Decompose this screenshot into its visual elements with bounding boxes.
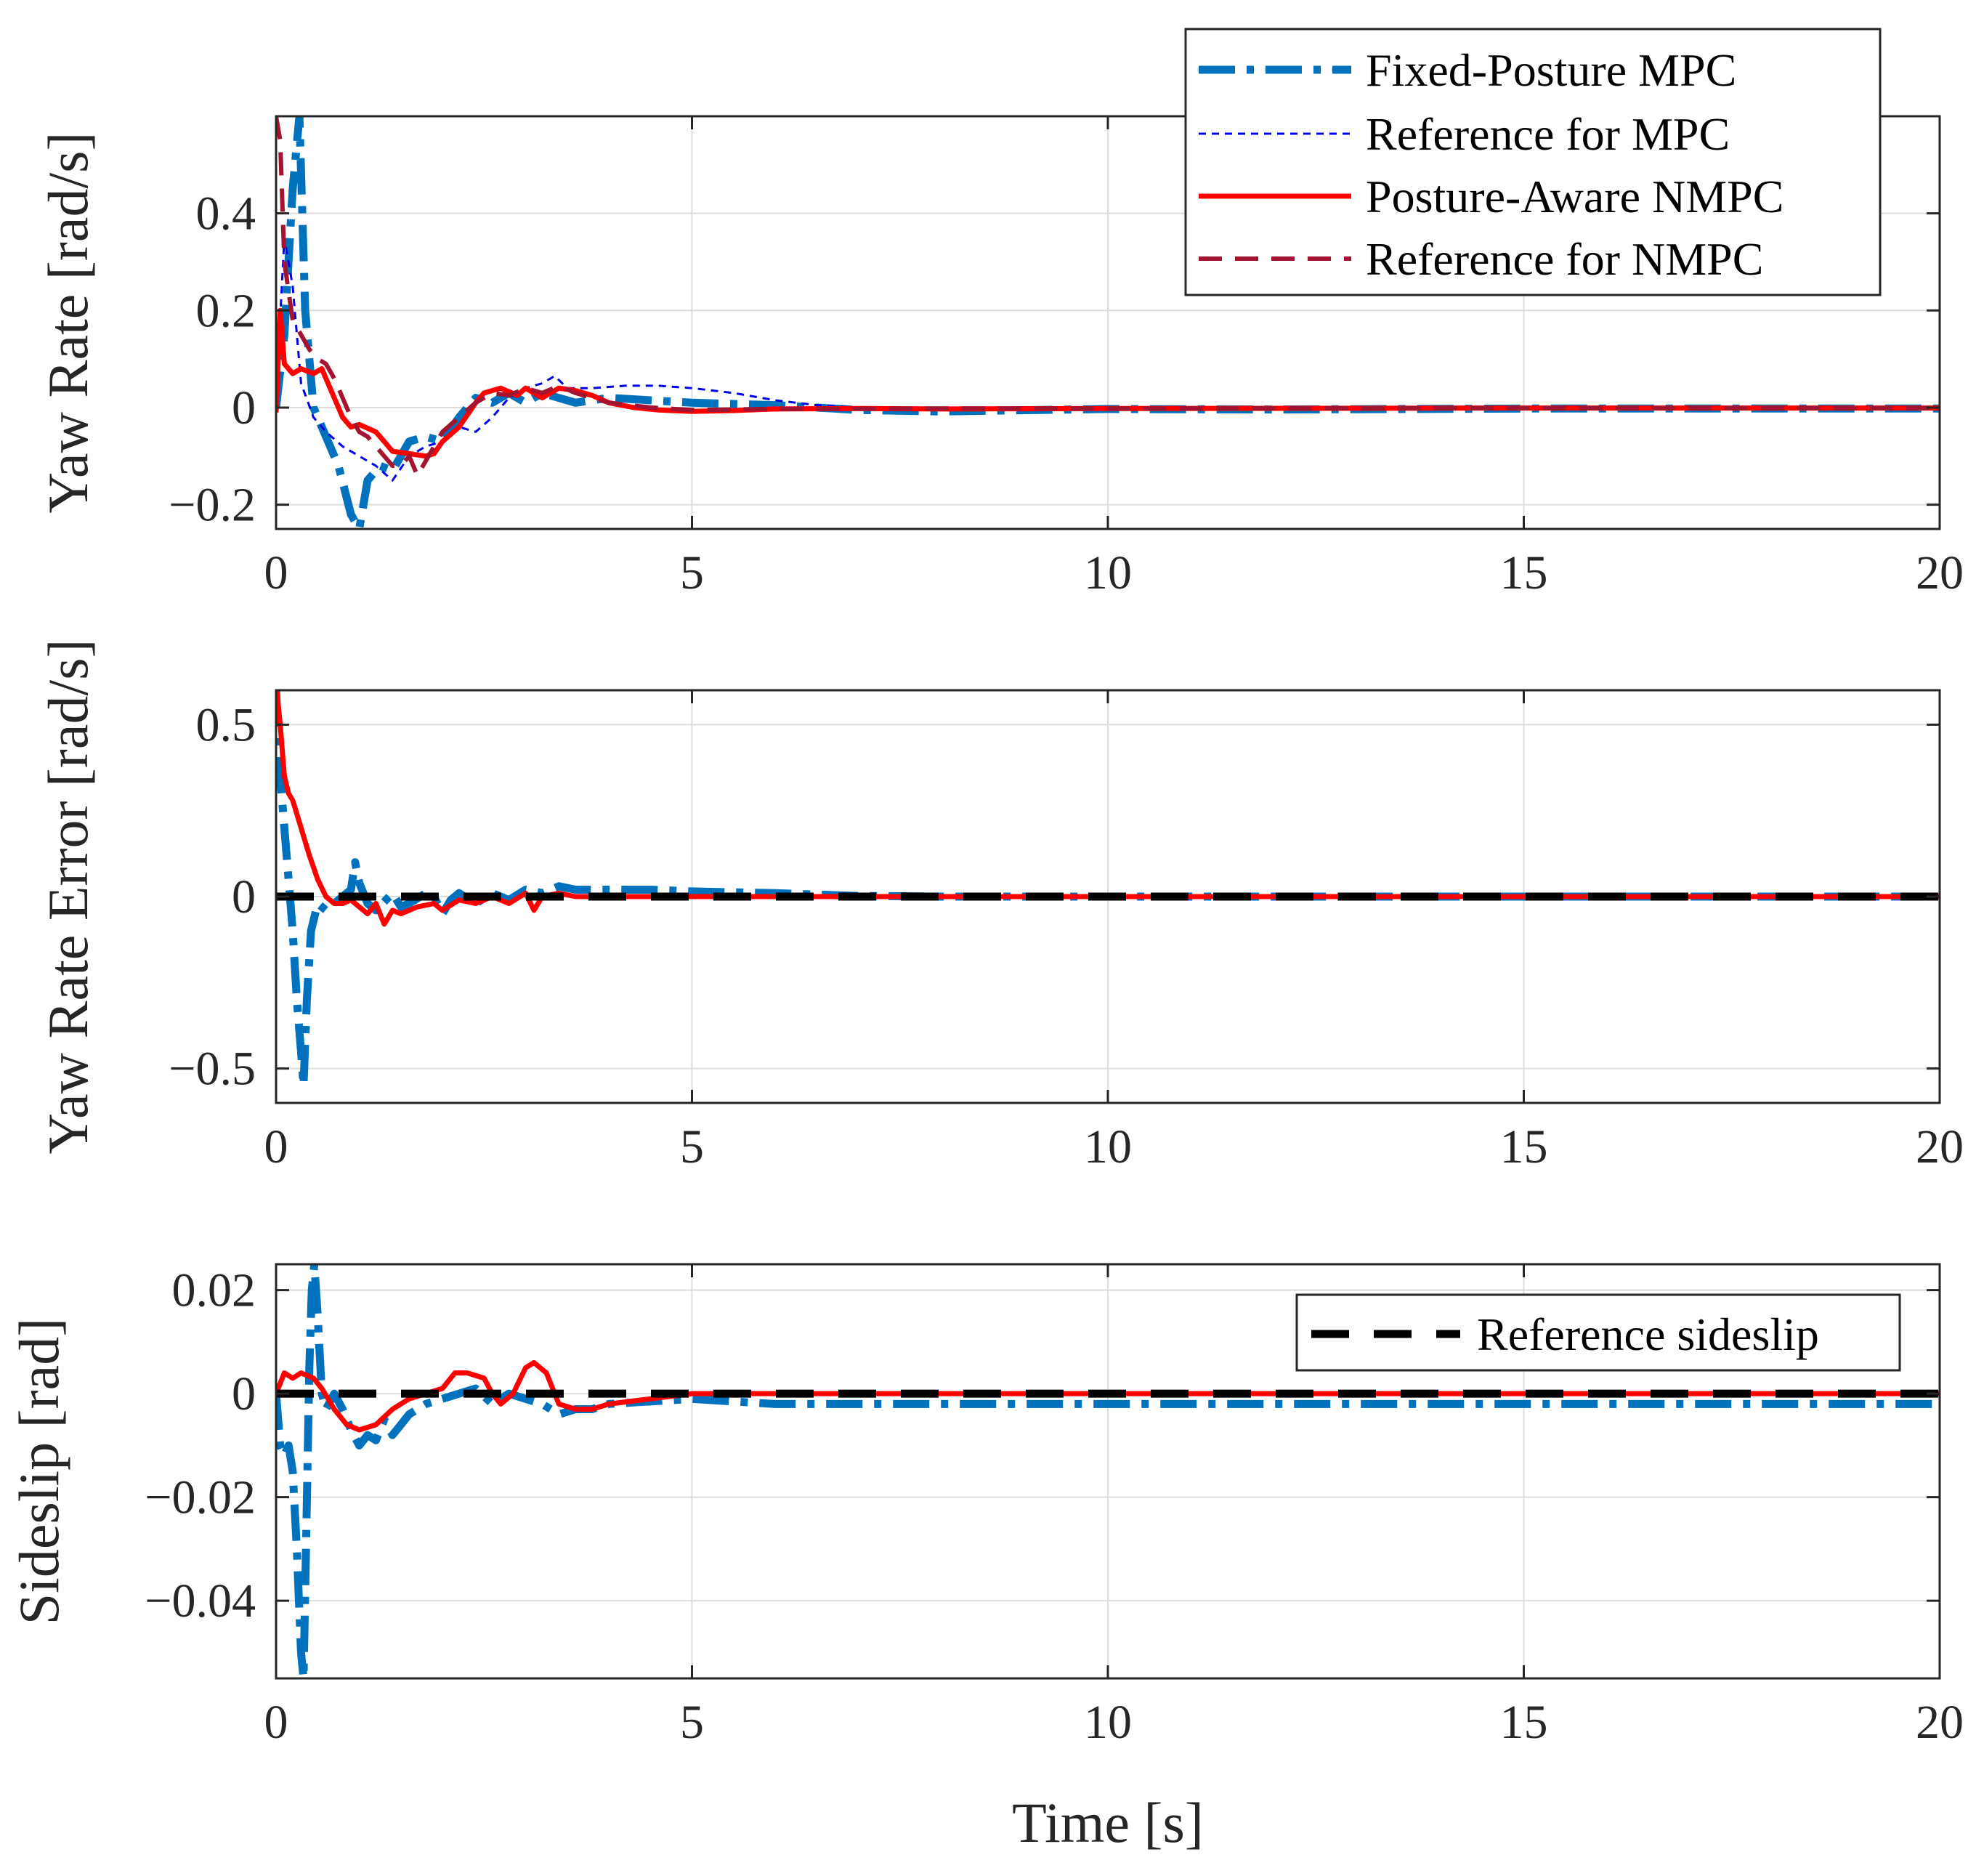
yaw-rate-error-xtick-label: 0: [264, 1120, 288, 1173]
sideslip-panel: 0 5 10 15 20 −0.04 −0.02 0 0.02 Sideslip [rad] R…: [7, 1263, 1964, 1749]
yaw-rate-panel: 0 5 10 15 20−0.200.20.4 Yaw Rate [rad/s] Fix…: [36, 28, 1964, 599]
legend-label-fixed-mpc: Fixed-Posture MPC: [1366, 44, 1736, 96]
yaw-rate-error-xtick-label: 20: [1916, 1120, 1964, 1173]
yaw-rate-error-xtick-label: 15: [1500, 1120, 1548, 1173]
yaw-rate-error-ytick-label: 0: [232, 870, 256, 923]
sideslip-ytick-label: −0.04: [145, 1574, 256, 1628]
yaw-rate-error-ytick-label: −0.5: [169, 1043, 256, 1096]
legend-label-nmpc: Posture-Aware NMPC: [1366, 171, 1783, 222]
yaw-rate-series-reference-for-nmpc: [276, 116, 1940, 478]
sideslip-ytick-label: 0.02: [172, 1264, 256, 1317]
legend-main: Fixed-Posture MPC Reference for MPC Post…: [1184, 28, 1882, 296]
x-axis-label: Time [s]: [1012, 1791, 1204, 1854]
yaw-rate-ylabel: Yaw Rate [rad/s]: [36, 132, 100, 514]
sideslip-xtick-label: 20: [1916, 1696, 1964, 1749]
yaw-rate-xtick-label: 20: [1916, 546, 1964, 599]
sideslip-xtick-label: 5: [680, 1696, 704, 1749]
yaw-rate-xtick-label: 0: [264, 546, 288, 599]
sideslip-series-nmpc: [276, 1359, 1940, 1433]
yaw-rate-ytick-label: −0.2: [169, 479, 256, 532]
yaw-rate-error-xtick-label: 5: [680, 1120, 704, 1173]
yaw-rate-error-series: [276, 690, 1940, 1090]
yaw-rate-ytick-label: 0.4: [196, 187, 256, 240]
legend-label-ref-nmpc: Reference for NMPC: [1366, 233, 1763, 285]
sideslip-ytick-label: −0.02: [145, 1471, 256, 1524]
legend-sideslip: Reference sideslip: [1295, 1293, 1901, 1372]
sideslip-series: [276, 1264, 1940, 1678]
yaw-rate-error-panel: 0 5 10 15 20−0.500.5 Yaw Rate Error [rad/s]: [36, 639, 1964, 1173]
yaw-rate-series-reference-for-mpc: [276, 236, 1940, 482]
yaw-rate-ytick-label: 0: [232, 381, 256, 434]
yaw-rate-error-xtick-label: 10: [1084, 1120, 1132, 1173]
sideslip-xtick-label: 15: [1500, 1696, 1548, 1749]
legend-label-ref-mpc: Reference for MPC: [1366, 108, 1730, 160]
sideslip-ylabel: Sideslip [rad]: [7, 1318, 70, 1625]
sideslip-xtick-label: 10: [1084, 1696, 1132, 1749]
sideslip-xtick-label: 0: [264, 1696, 288, 1749]
yaw-rate-error-series-fixed-mpc: [276, 690, 1940, 1090]
yaw-rate-error-ticks: 0 5 10 15 20−0.500.5: [169, 690, 1964, 1173]
yaw-rate-error-ylabel: Yaw Rate Error [rad/s]: [36, 639, 100, 1154]
yaw-rate-xtick-label: 5: [680, 546, 704, 599]
yaw-rate-ticks: 0 5 10 15 20−0.200.20.4: [169, 116, 1964, 599]
yaw-rate-ytick-label: 0.2: [196, 284, 256, 337]
yaw-rate-error-ytick-label: 0.5: [196, 698, 256, 751]
legend-label-reference-sideslip: Reference sideslip: [1477, 1309, 1819, 1360]
yaw-rate-xtick-label: 15: [1500, 546, 1548, 599]
yaw-rate-series: [276, 116, 1940, 529]
sideslip-ticks: 0 5 10 15 20 −0.04 −0.02 0 0.02: [145, 1264, 1964, 1749]
yaw-rate-xtick-label: 10: [1084, 546, 1132, 599]
sideslip-ytick-label: 0: [232, 1367, 256, 1420]
